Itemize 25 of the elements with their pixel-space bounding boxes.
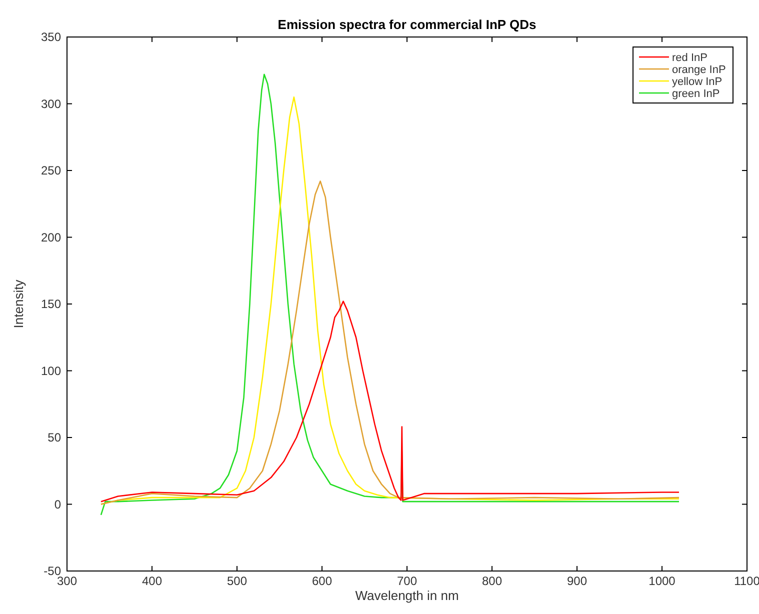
y-tick-label: 50: [48, 430, 62, 444]
y-tick-label: 300: [40, 96, 62, 111]
legend-label: orange InP: [672, 64, 726, 76]
y-tick-label: 250: [40, 164, 62, 178]
y-tick-label: 0: [54, 497, 62, 512]
x-tick-label: 600: [312, 574, 332, 588]
legend-label: red InP: [672, 52, 708, 64]
x-tick-label: 400: [142, 574, 162, 588]
x-axis-title: Wavelength in nm: [355, 588, 459, 603]
legend-label: green InP: [672, 88, 720, 100]
x-tick-label: 1100: [734, 574, 759, 588]
y-tick-label: 350: [40, 30, 62, 44]
x-tick-label: 900: [566, 574, 588, 588]
chart-title: Emission spectra for commercial InP QDs: [278, 17, 536, 32]
y-tick-label: 100: [40, 364, 62, 378]
line-series: [100, 300, 680, 502]
line-series: [100, 180, 680, 505]
x-tick-label: 1000: [648, 574, 676, 588]
x-tick-label: 500: [226, 574, 248, 588]
x-tick-label: 800: [482, 574, 502, 588]
legend-label: yellow InP: [672, 76, 722, 88]
x-tick-label: 700: [396, 574, 418, 588]
y-tick-label: 150: [40, 297, 62, 311]
y-tick-label: 200: [40, 230, 62, 244]
y-axis-title: Intensity: [11, 279, 26, 328]
